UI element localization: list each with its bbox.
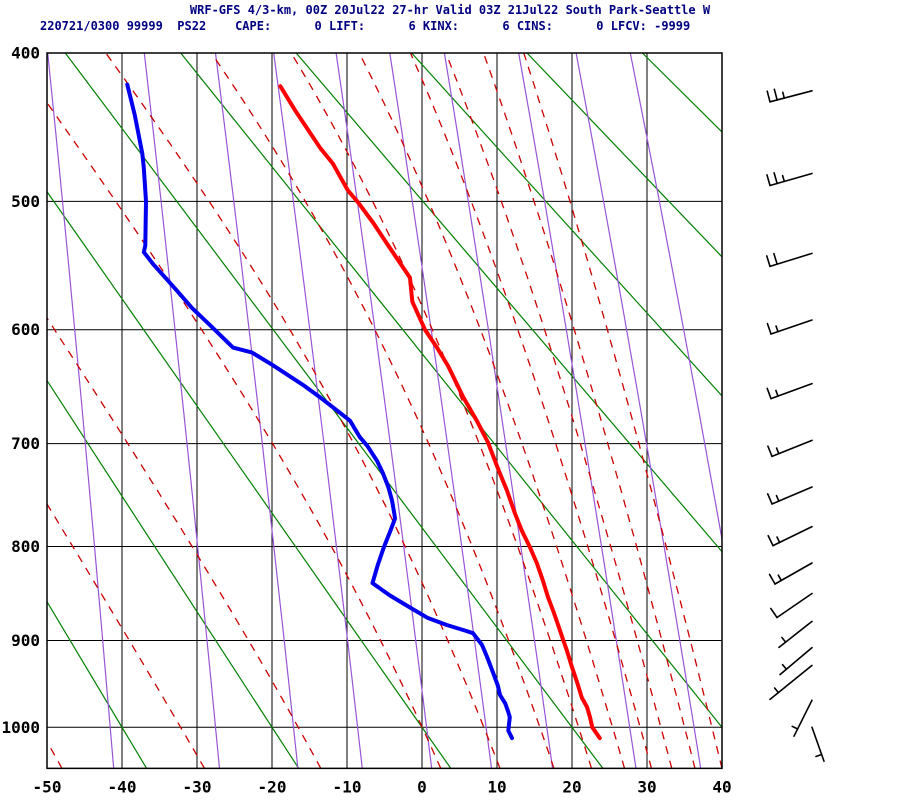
pressure-tick-label: 1000 (1, 718, 40, 737)
mixing-ratio-lines (47, 53, 722, 769)
temperature-tick-label: -10 (333, 777, 362, 796)
wind-barb (766, 88, 813, 103)
pressure-tick-label: 700 (11, 434, 40, 453)
wind-barb (766, 382, 813, 400)
plot-grid (46, 52, 723, 769)
temperature-axis-labels: -50 -40 -30 -20 -10 0 10 20 30 40 (33, 777, 732, 796)
dry-adiabat-lines (47, 53, 722, 769)
temperature-tick-label: 0 (417, 777, 427, 796)
pressure-tick-label: 600 (11, 320, 40, 339)
wind-barb (778, 620, 813, 649)
temperature-tick-label: -40 (108, 777, 137, 796)
temperature-trace (278, 84, 602, 741)
pressure-tick-label: 900 (11, 631, 40, 650)
wind-barb (766, 319, 813, 335)
wind-barb (766, 172, 813, 187)
wind-barb (779, 646, 813, 676)
pressure-axis-labels: 400 500 600 700 800 900 1000 (1, 44, 40, 737)
temperature-tick-label: 30 (637, 777, 656, 796)
wind-barb (767, 439, 813, 458)
temperature-tick-label: -20 (258, 777, 287, 796)
dewpoint-trace (125, 82, 514, 741)
station-status-line: 220721/0300 99999 PS22 CAPE: 0 LIFT: 6 K… (40, 19, 691, 33)
wind-barb (766, 486, 813, 505)
wind-barb (767, 525, 813, 547)
temperature-tick-label: 40 (712, 777, 731, 796)
wind-barb-column (765, 88, 825, 763)
chart-title: WRF-GFS 4/3-km, 00Z 20Jul22 27-hr Valid … (189, 3, 711, 17)
pressure-tick-label: 400 (11, 44, 40, 63)
pressure-tick-label: 800 (11, 537, 40, 556)
plot-frame (46, 52, 723, 770)
wind-barb (811, 726, 825, 763)
temperature-tick-label: 20 (562, 777, 581, 796)
temperature-tick-label: -50 (33, 777, 62, 796)
wind-barb (769, 664, 813, 701)
pressure-tick-label: 500 (11, 192, 40, 211)
moist-adiabat-lines (47, 53, 722, 769)
temperature-tick-label: -30 (183, 777, 212, 796)
wind-barb (791, 699, 813, 737)
wind-barb (769, 592, 813, 619)
temperature-tick-label: 10 (487, 777, 506, 796)
wind-barb (768, 562, 813, 585)
wind-barb (765, 252, 813, 268)
